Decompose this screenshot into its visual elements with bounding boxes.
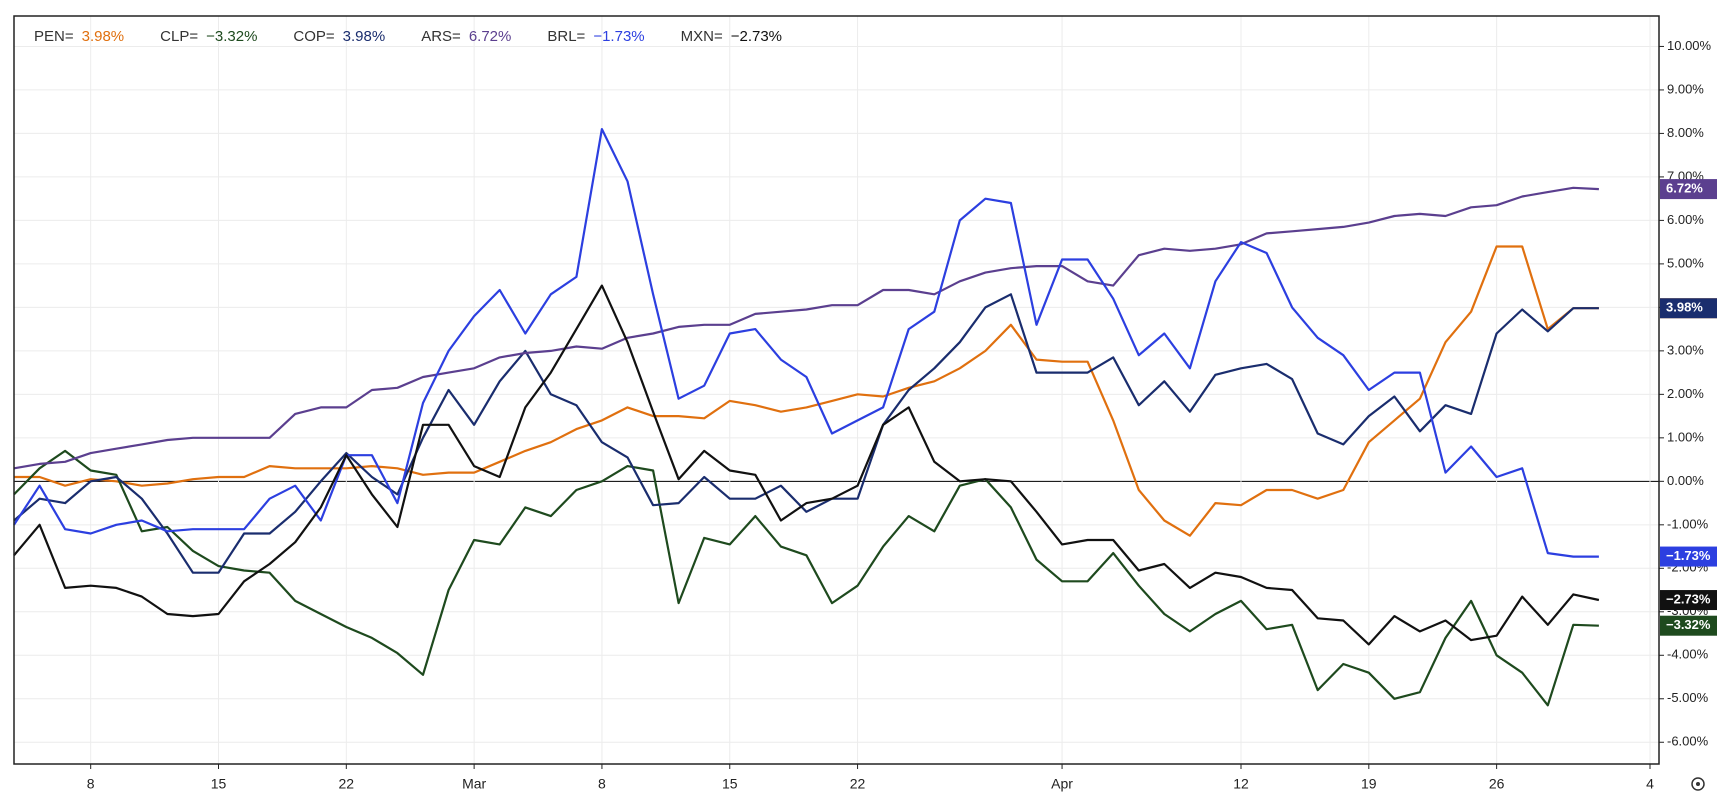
legend-value: 6.72% bbox=[468, 28, 512, 45]
series-line bbox=[13, 293, 1599, 574]
legend-name: ARS= bbox=[421, 28, 461, 45]
y-tick-label: 1.00% bbox=[1667, 429, 1704, 444]
legend-item[interactable]: PEN= 3.98% bbox=[34, 28, 124, 45]
x-tick-label: 8 bbox=[598, 776, 606, 792]
last-value-label: −2.73% bbox=[1666, 591, 1711, 606]
settings-icon[interactable] bbox=[1691, 777, 1705, 791]
last-value-badge bbox=[1660, 590, 1717, 611]
plot-frame bbox=[13, 15, 1660, 765]
series-line bbox=[13, 284, 1600, 646]
legend-item[interactable]: BRL= −1.73% bbox=[547, 28, 644, 45]
last-value-badge bbox=[1660, 179, 1717, 200]
y-tick-label: -1.00% bbox=[1667, 516, 1709, 531]
legend-name: MXN= bbox=[680, 28, 723, 45]
y-tick-label: -6.00% bbox=[1667, 734, 1709, 749]
y-tick-label: 10.00% bbox=[1667, 38, 1712, 53]
last-value-badge bbox=[1660, 615, 1717, 636]
series-line bbox=[13, 186, 1599, 470]
legend-name: BRL= bbox=[547, 28, 586, 45]
gear-center[interactable] bbox=[1696, 782, 1700, 786]
y-tick-label: 3.00% bbox=[1667, 342, 1704, 357]
legend-item[interactable]: ARS= 6.72% bbox=[421, 28, 511, 45]
y-tick-label: -5.00% bbox=[1667, 690, 1709, 705]
y-tick-label: 2.00% bbox=[1667, 386, 1704, 401]
legend-value: 3.98% bbox=[342, 28, 386, 45]
x-tick-label: 19 bbox=[1361, 776, 1377, 792]
series-line bbox=[13, 449, 1599, 707]
y-tick-label: 9.00% bbox=[1667, 81, 1704, 96]
x-tick-label: 15 bbox=[722, 776, 738, 792]
last-value-badge bbox=[1660, 298, 1717, 319]
series-line bbox=[13, 128, 1599, 558]
last-value-label: 3.98% bbox=[1666, 300, 1703, 315]
x-tick-label: 8 bbox=[87, 776, 95, 792]
legend-value: 3.98% bbox=[81, 28, 125, 45]
x-tick-label: 22 bbox=[339, 776, 355, 792]
last-value-label: 6.72% bbox=[1666, 181, 1703, 196]
series-line bbox=[14, 245, 1599, 537]
legend-name: PEN= bbox=[34, 28, 74, 45]
y-tick-label: 8.00% bbox=[1667, 125, 1704, 140]
legend-name: COP= bbox=[293, 28, 335, 45]
legend-value: −1.73% bbox=[593, 28, 645, 45]
y-tick-label: 5.00% bbox=[1667, 255, 1704, 270]
x-tick-label: 22 bbox=[850, 776, 866, 792]
legend: PEN= 3.98% CLP= −3.32% COP= 3.98% ARS= 6.72% BRL… bbox=[34, 28, 782, 45]
last-value-badge bbox=[1660, 546, 1717, 567]
x-tick-label: 15 bbox=[211, 776, 227, 792]
x-tick-label: Apr bbox=[1051, 776, 1073, 792]
x-tick-label: 26 bbox=[1489, 776, 1505, 792]
legend-item[interactable]: COP= 3.98% bbox=[293, 28, 385, 45]
y-tick-label: -4.00% bbox=[1667, 647, 1709, 662]
legend-value: −2.73% bbox=[730, 28, 783, 45]
x-tick-label: 4 bbox=[1646, 776, 1654, 792]
legend-name: CLP= bbox=[160, 28, 199, 45]
y-tick-label: 0.00% bbox=[1667, 473, 1704, 488]
gear[interactable] bbox=[1691, 777, 1705, 791]
x-tick-label: 12 bbox=[1233, 776, 1249, 792]
last-value-label: −1.73% bbox=[1666, 548, 1711, 563]
legend-value: −3.32% bbox=[206, 28, 258, 45]
legend-item[interactable]: CLP= −3.32% bbox=[160, 28, 257, 45]
x-tick-label: Mar bbox=[462, 776, 486, 792]
y-tick-label: 6.00% bbox=[1667, 212, 1704, 227]
last-value-label: −3.32% bbox=[1666, 617, 1711, 632]
legend-item[interactable]: MXN= −2.73% bbox=[681, 28, 782, 45]
